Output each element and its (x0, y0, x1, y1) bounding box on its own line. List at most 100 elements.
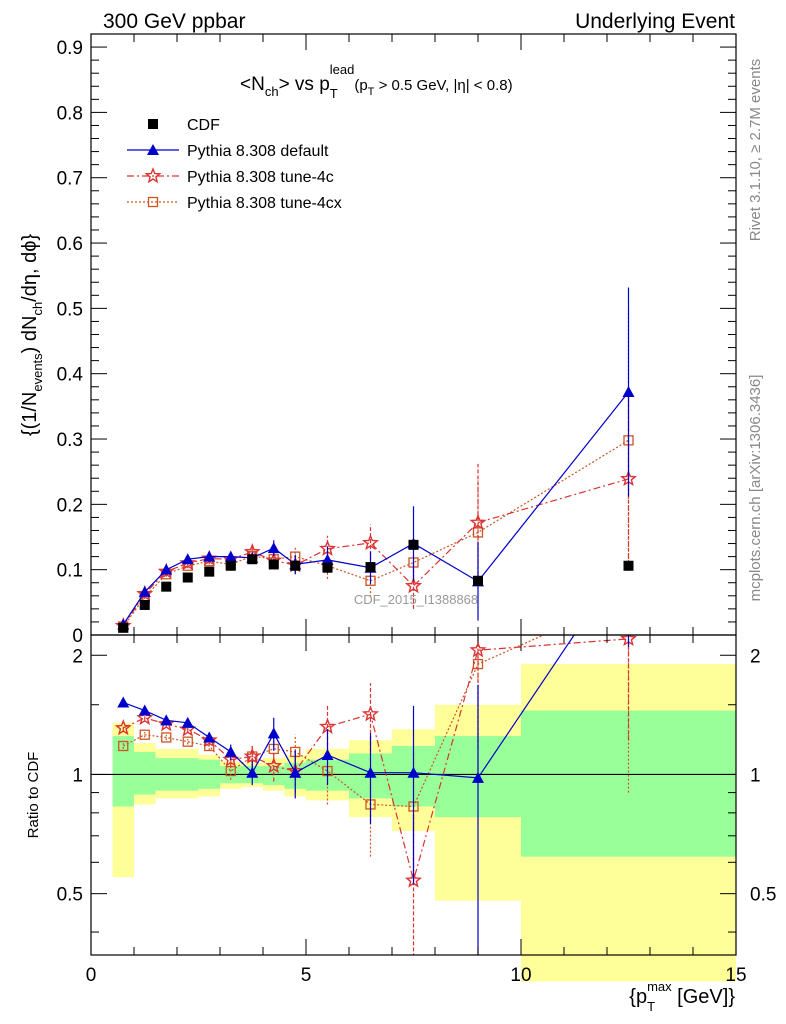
main-point-cdf (204, 566, 215, 577)
ratio-point-pythia-8-308-tune-4cx (139, 729, 150, 740)
ratio-point-pythia-8-308-default (117, 696, 130, 708)
ratio-point-pythia-8-308-tune-4cx (161, 732, 172, 743)
ratio-point-pythia-8-308-tune-4c (200, 731, 218, 748)
ratio-point-pythia-8-308-tune-4c (114, 719, 132, 736)
main-point-pythia-8-308-default (321, 553, 334, 565)
ratio-point-pythia-8-308-tune-4c (469, 641, 487, 658)
main-point-cdf (322, 562, 333, 573)
main-point-pythia-8-308-default (224, 550, 237, 562)
main-point-cdf (268, 559, 279, 570)
main-point-pythia-8-308-tune-4c (361, 533, 380, 551)
ratio-point-pythia-8-308-tune-4c (136, 708, 154, 726)
ratio-point-pythia-8-308-default (364, 766, 377, 778)
main-ytick-label: 0.2 (57, 495, 83, 516)
main-point-cdf (182, 572, 193, 583)
main-point-cdf (225, 560, 236, 571)
main-point-pythia-8-308-default (138, 585, 151, 597)
legend-label-pythia-8-308-tune-4c: Pythia 8.308 tune-4c (187, 169, 334, 186)
legend-label-cdf: CDF (187, 117, 220, 134)
ratio-band-inner (134, 751, 156, 795)
main-point-pythia-8-308-default (160, 563, 173, 575)
main-point-cdf (161, 581, 172, 592)
ratio-ytick-label-right: 0.5 (750, 885, 776, 906)
main-point-pythia-8-308-default (203, 550, 216, 562)
ratio-point-pythia-8-308-default (181, 716, 194, 728)
ratio-point-pythia-8-308-default (321, 748, 334, 760)
ratio-point-pythia-8-308-default (407, 766, 420, 778)
mcplots-text: mcplots.cern.ch [arXiv:1306.3436] (747, 375, 764, 602)
ratio-line-pythia-8-308-default (123, 635, 575, 779)
legend-label-pythia-8-308-default: Pythia 8.308 default (187, 143, 329, 160)
ratio-frame (90, 634, 737, 956)
ratio-point-pythia-8-308-default (267, 727, 280, 739)
main-ytick-label: 0.1 (57, 561, 83, 582)
main-ytick-label: 0 (72, 626, 83, 647)
ratio-ytick-label: 1 (72, 765, 83, 786)
main-point-cdf (408, 539, 419, 550)
ratio-point-pythia-8-308-default (289, 766, 302, 778)
main-ytick-label: 0.4 (57, 365, 84, 386)
main-line-pythia-8-308-tune-4c (122, 478, 629, 627)
main-ytick-label: 0.8 (57, 103, 83, 124)
x-tick-label: 10 (510, 965, 531, 986)
ratio-ytick-label: 2 (72, 646, 83, 667)
main-point-cdf (365, 562, 376, 573)
main-point-pythia-8-308-tune-4c (469, 513, 487, 530)
main-line-pythia-8-308-tune-4cx (122, 439, 629, 627)
main-point-cdf (623, 560, 634, 571)
ratio-point-pythia-8-308-default (246, 766, 259, 778)
main-ytick-label: 0.5 (57, 299, 83, 320)
ratio-point-pythia-8-308-default (472, 771, 484, 783)
ratio-point-pythia-8-308-default (224, 745, 237, 757)
ratio-ytick-label: 0.5 (57, 885, 83, 906)
main-line-pythia-8-308-default (122, 391, 629, 625)
main-point-pythia-8-308-tune-4c (404, 577, 423, 594)
ratio-point-pythia-8-308-default (138, 704, 151, 716)
x-tick-label: 15 (725, 965, 746, 986)
ratio-point-pythia-8-308-tune-4cx (624, 593, 633, 602)
ratio-ytick-label-right: 2 (750, 646, 761, 667)
legend-label-pythia-8-308-tune-4cx: Pythia 8.308 tune-4cx (187, 195, 342, 212)
legend-marker-pythia-8-308-tune-4cx (147, 196, 159, 208)
rivet-version-text: Rivet 3.1.10, ≥ 2.7M events (747, 59, 764, 242)
main-point-cdf (118, 622, 129, 633)
x-axis-label: {pTmax [GeV]} (629, 979, 735, 1014)
ratio-point-pythia-8-308-default (160, 714, 173, 726)
legend-marker-cdf (148, 119, 158, 129)
ratio-point-pythia-8-308-tune-4c (243, 747, 261, 764)
main-point-cdf (473, 575, 483, 586)
x-tick-label: 0 (86, 965, 97, 986)
legend: CDF Pythia 8.308 default Pythia 8.308 tune… (127, 117, 342, 212)
ratio-band-inner (112, 736, 134, 807)
ratio-point-pythia-8-308-default (203, 731, 216, 743)
ratio-ytick-label-right: 1 (750, 765, 761, 786)
main-point-cdf (247, 554, 258, 565)
main-point-pythia-8-308-default (267, 542, 280, 554)
main-ytick-label: 0.3 (57, 430, 83, 451)
ratio-point-pythia-8-308-tune-4c (157, 715, 175, 732)
main-point-cdf (139, 599, 150, 610)
main-panel: 0 0.1 0.2 0.3 0.4 0.5 0.6 0.7 0.8 0.9 <Nch> vs pT… (19, 33, 737, 647)
main-ytick-label: 0.7 (57, 169, 83, 190)
main-point-cdf (290, 560, 301, 571)
watermark: CDF_2015_I1388868 (354, 592, 478, 607)
main-ytick-label: 0.6 (57, 234, 83, 255)
ratio-point-pythia-8-308-tune-4c (265, 757, 283, 774)
header-right: Underlying Event (575, 10, 735, 33)
main-ylabel: {(1/Nevents) dNch/dη, dϕ} (19, 234, 45, 437)
ratio-point-pythia-8-308-tune-4c (361, 705, 380, 722)
main-point-pythia-8-308-default (181, 553, 194, 565)
ratio-ylabel: Ratio to CDF (25, 752, 42, 839)
main-ytick-label: 0.9 (57, 38, 83, 59)
ratio-band-inner (263, 766, 285, 786)
ratio-panel: 0.5 0.51 12 20 5 10 15 Ratio to CDF {pTmax [Ge… (25, 593, 776, 1014)
legend-marker-pythia-8-308-default (147, 144, 159, 155)
main-point-pythia-8-308-default (622, 385, 635, 397)
header-left: 300 GeV ppbar (103, 10, 245, 33)
chart-title: <Nch> vs pTlead(pT > 0.5 GeV, |η| < 0.8) (240, 62, 513, 101)
ratio-point-pythia-8-308-tune-4cx (182, 736, 193, 747)
legend-marker-pythia-8-308-tune-4c (144, 167, 162, 184)
ratio-point-pythia-8-308-tune-4cx (118, 740, 129, 752)
x-tick-label: 5 (301, 965, 312, 986)
